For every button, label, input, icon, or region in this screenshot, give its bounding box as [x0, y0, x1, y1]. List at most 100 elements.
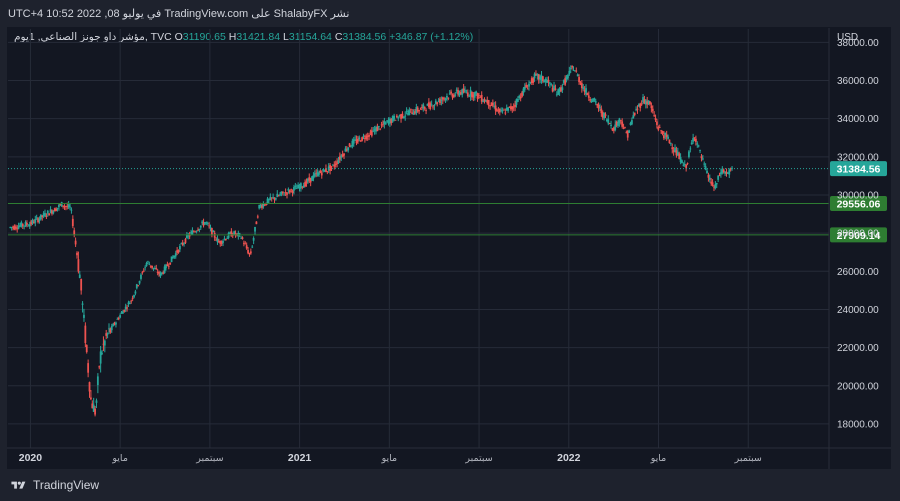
candle-body — [439, 98, 441, 104]
candle-body — [326, 171, 329, 172]
candle-body — [441, 97, 444, 100]
candle-body — [521, 92, 523, 97]
candle-body — [724, 171, 726, 174]
candle-body — [504, 112, 507, 114]
x-tick-label: سبتمبر — [464, 453, 492, 464]
candle-body — [41, 215, 44, 217]
candle-body — [416, 107, 419, 112]
candle-body — [436, 102, 439, 105]
candle-body — [586, 93, 589, 96]
candle-body — [121, 311, 124, 314]
candle-body — [281, 191, 284, 194]
candle-body — [452, 94, 455, 97]
publish-info: UTC+4 في يوليو 08, 2022 10:52 TradingVie… — [8, 8, 350, 20]
candle-body — [597, 105, 600, 109]
candle-body — [537, 74, 540, 80]
candle-body — [642, 97, 644, 102]
y-tick-label: 38000.00 — [837, 38, 879, 49]
candle-body — [270, 197, 273, 199]
candle-body — [398, 114, 401, 117]
candle-body — [551, 87, 554, 92]
candle-body — [252, 237, 255, 241]
candle-body — [471, 91, 473, 98]
candle-body — [101, 353, 103, 354]
candle-body — [332, 164, 334, 166]
candle-body — [298, 186, 301, 189]
candle-body — [535, 73, 537, 75]
candle-body — [489, 105, 491, 107]
candle-body — [731, 167, 733, 169]
candle-body — [220, 241, 223, 244]
candle-body — [135, 284, 138, 289]
candle-body — [60, 202, 63, 207]
candle-body — [547, 79, 550, 82]
candle-body — [718, 175, 721, 177]
candle-body — [191, 230, 194, 235]
candle-body — [569, 68, 572, 70]
candle-body — [568, 70, 571, 75]
candle-body — [429, 103, 432, 110]
candle-body — [92, 404, 95, 412]
candle-body — [498, 108, 501, 113]
symbol-title[interactable]: مؤشر داو جونز الصناعي, 1يوم, TVC — [14, 31, 172, 43]
candle-body — [102, 343, 105, 345]
candle-body — [721, 169, 724, 174]
candle-body — [269, 196, 272, 200]
candle-body — [184, 238, 187, 243]
candle-body — [128, 303, 131, 305]
candle-body — [446, 96, 448, 98]
candle-body — [108, 328, 110, 330]
footer-brand: TradingView — [33, 478, 100, 492]
candle-body — [693, 137, 696, 139]
candle-body — [130, 300, 133, 302]
candle-body — [223, 238, 226, 240]
candle-body — [373, 129, 376, 131]
candle-body — [717, 175, 720, 180]
candle-body — [711, 182, 714, 186]
candle-body — [355, 139, 358, 144]
candle-body — [518, 95, 521, 98]
candle-body — [505, 107, 508, 111]
candle-body — [26, 223, 28, 225]
candle-body — [345, 149, 348, 151]
low-label: L — [283, 31, 289, 43]
candle-body — [215, 239, 217, 241]
support-level-badge — [830, 227, 887, 243]
candle-body — [654, 117, 657, 120]
candle-body — [433, 105, 436, 107]
grid-lines — [8, 29, 829, 448]
candle-body — [19, 225, 21, 227]
candle-body — [31, 220, 34, 224]
candle-body — [90, 397, 92, 400]
candle-body — [263, 204, 266, 206]
candle-body — [85, 345, 88, 353]
candle-body — [190, 232, 192, 234]
candle-body — [539, 76, 542, 80]
candle-body — [180, 243, 183, 245]
candle-body — [585, 88, 587, 95]
candle-body — [301, 186, 304, 188]
candle-body — [291, 190, 294, 194]
candle-body — [686, 163, 689, 164]
candle-body — [516, 99, 519, 102]
candle-body — [426, 103, 429, 106]
candle-body — [707, 174, 710, 178]
x-tick-label: سبتمبر — [195, 453, 223, 464]
footer-branding[interactable]: TradingView — [10, 478, 99, 492]
candle-body — [579, 82, 582, 84]
tradingview-logo-icon — [11, 481, 26, 489]
candle-body — [615, 121, 618, 126]
candle-body — [227, 232, 230, 238]
candle-body — [573, 70, 576, 72]
candle-body — [482, 101, 485, 102]
candle-body — [401, 113, 404, 118]
candle-body — [414, 111, 416, 114]
candle-body — [548, 82, 551, 84]
candle-body — [514, 104, 516, 107]
candle-body — [468, 95, 471, 97]
candle-body — [172, 257, 174, 259]
candle-body — [603, 112, 605, 119]
candle-body — [618, 118, 621, 123]
candle-body — [708, 177, 711, 180]
